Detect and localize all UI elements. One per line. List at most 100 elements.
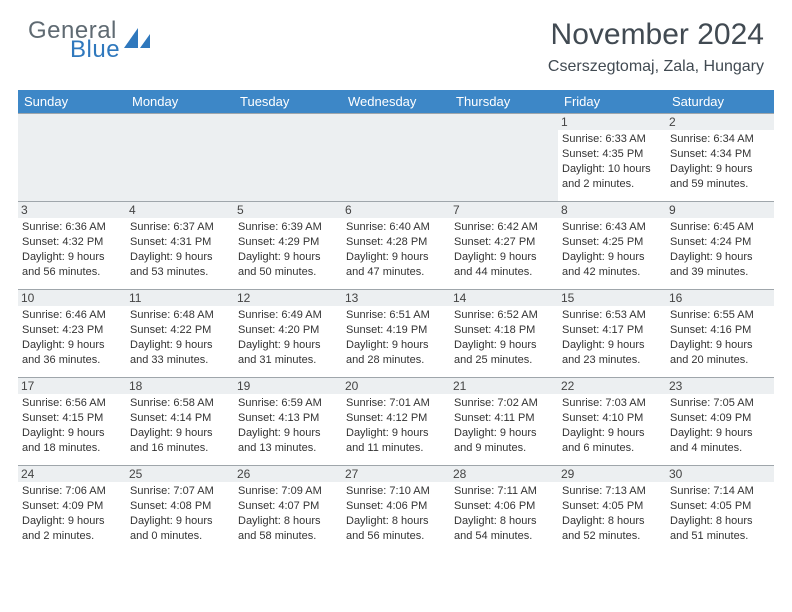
- sunset-text: Sunset: 4:34 PM: [670, 147, 770, 162]
- sunrise-text: Sunrise: 6:34 AM: [670, 132, 770, 147]
- sunrise-text: Sunrise: 6:33 AM: [562, 132, 662, 147]
- day-number: 6: [342, 202, 450, 218]
- calendar-week: 1Sunrise: 6:33 AMSunset: 4:35 PMDaylight…: [18, 114, 774, 202]
- sunset-text: Sunset: 4:06 PM: [346, 499, 446, 514]
- daylight-text: Daylight: 9 hours: [454, 338, 554, 353]
- daylight-text: Daylight: 9 hours: [130, 514, 230, 529]
- day-number: 9: [666, 202, 774, 218]
- sunset-text: Sunset: 4:08 PM: [130, 499, 230, 514]
- daylight-text: and 18 minutes.: [22, 441, 122, 456]
- day-number: 19: [234, 378, 342, 394]
- logo: General Blue: [28, 18, 150, 62]
- logo-text-block: General Blue: [28, 18, 120, 62]
- daylight-text: Daylight: 9 hours: [562, 250, 662, 265]
- sunrise-text: Sunrise: 6:40 AM: [346, 220, 446, 235]
- day-number: 22: [558, 378, 666, 394]
- calendar-cell-empty: [450, 114, 558, 202]
- day-number: 4: [126, 202, 234, 218]
- sunrise-text: Sunrise: 6:43 AM: [562, 220, 662, 235]
- daylight-text: and 56 minutes.: [346, 529, 446, 544]
- daylight-text: and 54 minutes.: [454, 529, 554, 544]
- daylight-text: Daylight: 9 hours: [238, 250, 338, 265]
- calendar-cell: 25Sunrise: 7:07 AMSunset: 4:08 PMDayligh…: [126, 466, 234, 554]
- sunset-text: Sunset: 4:22 PM: [130, 323, 230, 338]
- sunset-text: Sunset: 4:18 PM: [454, 323, 554, 338]
- sail-icon: [124, 28, 150, 57]
- sunrise-text: Sunrise: 6:55 AM: [670, 308, 770, 323]
- calendar-cell: 30Sunrise: 7:14 AMSunset: 4:05 PMDayligh…: [666, 466, 774, 554]
- calendar-cell: 3Sunrise: 6:36 AMSunset: 4:32 PMDaylight…: [18, 202, 126, 290]
- sunset-text: Sunset: 4:16 PM: [670, 323, 770, 338]
- calendar-cell: 11Sunrise: 6:48 AMSunset: 4:22 PMDayligh…: [126, 290, 234, 378]
- sunset-text: Sunset: 4:28 PM: [346, 235, 446, 250]
- calendar-week: 24Sunrise: 7:06 AMSunset: 4:09 PMDayligh…: [18, 466, 774, 554]
- daylight-text: and 44 minutes.: [454, 265, 554, 280]
- calendar-cell-empty: [126, 114, 234, 202]
- day-number: 15: [558, 290, 666, 306]
- daylight-text: Daylight: 9 hours: [670, 250, 770, 265]
- daylight-text: Daylight: 9 hours: [346, 426, 446, 441]
- day-number: 18: [126, 378, 234, 394]
- sunrise-text: Sunrise: 7:07 AM: [130, 484, 230, 499]
- calendar-cell: 22Sunrise: 7:03 AMSunset: 4:10 PMDayligh…: [558, 378, 666, 466]
- sunset-text: Sunset: 4:29 PM: [238, 235, 338, 250]
- daylight-text: and 2 minutes.: [562, 177, 662, 192]
- sunset-text: Sunset: 4:09 PM: [670, 411, 770, 426]
- daylight-text: and 13 minutes.: [238, 441, 338, 456]
- daylight-text: and 2 minutes.: [22, 529, 122, 544]
- daylight-text: Daylight: 9 hours: [238, 338, 338, 353]
- sunset-text: Sunset: 4:13 PM: [238, 411, 338, 426]
- sunset-text: Sunset: 4:11 PM: [454, 411, 554, 426]
- calendar-cell: 27Sunrise: 7:10 AMSunset: 4:06 PMDayligh…: [342, 466, 450, 554]
- sunset-text: Sunset: 4:14 PM: [130, 411, 230, 426]
- sunset-text: Sunset: 4:17 PM: [562, 323, 662, 338]
- daylight-text: and 50 minutes.: [238, 265, 338, 280]
- daylight-text: and 4 minutes.: [670, 441, 770, 456]
- sunset-text: Sunset: 4:05 PM: [562, 499, 662, 514]
- sunset-text: Sunset: 4:10 PM: [562, 411, 662, 426]
- daylight-text: Daylight: 9 hours: [22, 250, 122, 265]
- calendar-cell: 4Sunrise: 6:37 AMSunset: 4:31 PMDaylight…: [126, 202, 234, 290]
- day-header-wed: Wednesday: [342, 90, 450, 114]
- calendar-cell-empty: [234, 114, 342, 202]
- calendar-cell: 12Sunrise: 6:49 AMSunset: 4:20 PMDayligh…: [234, 290, 342, 378]
- daylight-text: and 47 minutes.: [346, 265, 446, 280]
- sunset-text: Sunset: 4:07 PM: [238, 499, 338, 514]
- daylight-text: Daylight: 10 hours: [562, 162, 662, 177]
- calendar-cell: 9Sunrise: 6:45 AMSunset: 4:24 PMDaylight…: [666, 202, 774, 290]
- daylight-text: and 23 minutes.: [562, 353, 662, 368]
- daylight-text: Daylight: 9 hours: [130, 426, 230, 441]
- daylight-text: Daylight: 8 hours: [454, 514, 554, 529]
- day-header-row: Sunday Monday Tuesday Wednesday Thursday…: [18, 90, 774, 114]
- day-number: 1: [558, 114, 666, 130]
- calendar-cell: 23Sunrise: 7:05 AMSunset: 4:09 PMDayligh…: [666, 378, 774, 466]
- daylight-text: and 51 minutes.: [670, 529, 770, 544]
- calendar-cell: 28Sunrise: 7:11 AMSunset: 4:06 PMDayligh…: [450, 466, 558, 554]
- daylight-text: and 33 minutes.: [130, 353, 230, 368]
- title-block: November 2024 Cserszegtomaj, Zala, Hunga…: [548, 18, 764, 76]
- daylight-text: Daylight: 9 hours: [130, 250, 230, 265]
- sunrise-text: Sunrise: 6:39 AM: [238, 220, 338, 235]
- day-number: 23: [666, 378, 774, 394]
- calendar-cell: 1Sunrise: 6:33 AMSunset: 4:35 PMDaylight…: [558, 114, 666, 202]
- sunset-text: Sunset: 4:19 PM: [346, 323, 446, 338]
- sunset-text: Sunset: 4:15 PM: [22, 411, 122, 426]
- day-number: 10: [18, 290, 126, 306]
- calendar-cell: 8Sunrise: 6:43 AMSunset: 4:25 PMDaylight…: [558, 202, 666, 290]
- calendar-cell: 18Sunrise: 6:58 AMSunset: 4:14 PMDayligh…: [126, 378, 234, 466]
- sunset-text: Sunset: 4:20 PM: [238, 323, 338, 338]
- page-header: General Blue November 2024 Cserszegtomaj…: [0, 0, 792, 84]
- calendar-cell: 10Sunrise: 6:46 AMSunset: 4:23 PMDayligh…: [18, 290, 126, 378]
- sunrise-text: Sunrise: 6:45 AM: [670, 220, 770, 235]
- daylight-text: Daylight: 8 hours: [346, 514, 446, 529]
- daylight-text: and 52 minutes.: [562, 529, 662, 544]
- month-title: November 2024: [548, 18, 764, 52]
- daylight-text: Daylight: 9 hours: [346, 338, 446, 353]
- calendar-cell: 17Sunrise: 6:56 AMSunset: 4:15 PMDayligh…: [18, 378, 126, 466]
- calendar-cell: 26Sunrise: 7:09 AMSunset: 4:07 PMDayligh…: [234, 466, 342, 554]
- day-number: 13: [342, 290, 450, 306]
- day-number: 26: [234, 466, 342, 482]
- daylight-text: and 28 minutes.: [346, 353, 446, 368]
- sunrise-text: Sunrise: 6:37 AM: [130, 220, 230, 235]
- day-number: 21: [450, 378, 558, 394]
